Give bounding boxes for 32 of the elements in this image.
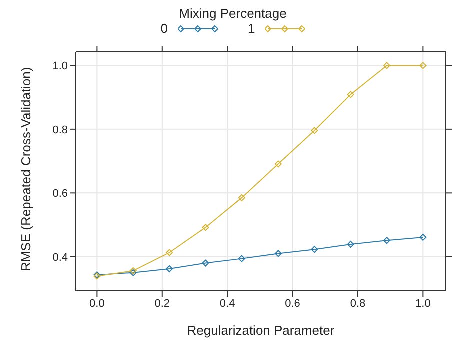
point — [383, 62, 390, 70]
y-tick-label: 0.8 — [52, 124, 68, 136]
legend-label: 1 — [248, 21, 256, 36]
point — [166, 249, 174, 256]
point — [238, 194, 246, 202]
point — [347, 91, 354, 98]
point — [130, 267, 137, 274]
x-tick-label: 0.0 — [90, 298, 105, 310]
x-tick-label: 0.2 — [154, 298, 170, 310]
point — [202, 224, 210, 232]
x-axis-title: Regularization Parameter — [187, 323, 336, 338]
y-axis-title: RMSE (Repeated Cross-Validation) — [18, 67, 34, 272]
y-tick-label: 1.0 — [52, 60, 68, 73]
x-tick-label: 1.0 — [416, 298, 431, 310]
point — [166, 266, 174, 273]
x-tick-label: 0.4 — [220, 298, 236, 310]
x-tick-label: 0.8 — [350, 298, 366, 310]
point — [202, 260, 210, 267]
point — [420, 62, 427, 70]
point — [311, 127, 318, 134]
point — [274, 160, 282, 168]
point — [347, 240, 354, 248]
point — [311, 246, 318, 254]
point — [420, 234, 427, 241]
legend-label: 0 — [160, 21, 168, 36]
y-tick-label: 0.4 — [52, 252, 68, 264]
point — [383, 237, 390, 244]
y-tick-label: 0.6 — [52, 188, 68, 200]
legend-title: Mixing Percentage — [178, 6, 288, 21]
point — [238, 255, 246, 262]
point — [274, 250, 282, 258]
x-tick-label: 0.6 — [285, 298, 300, 310]
